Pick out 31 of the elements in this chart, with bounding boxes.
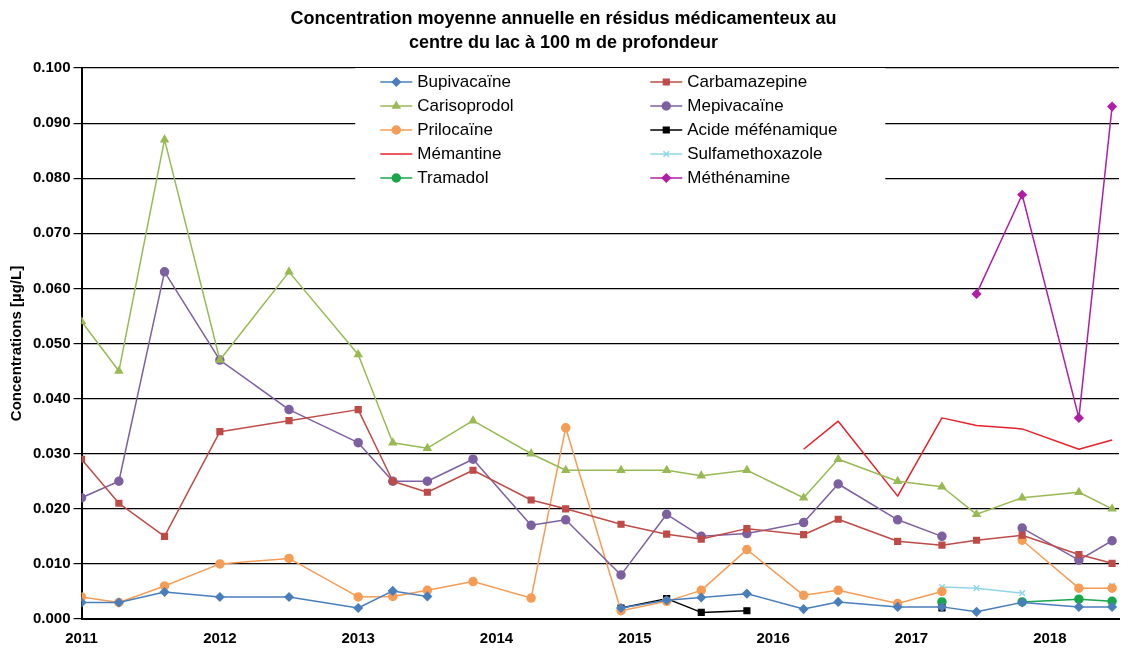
y-tick-label: 0.090 bbox=[32, 113, 71, 131]
y-axis-title: Concentrations [µg/L] bbox=[7, 265, 25, 422]
y-tick-label: 0.010 bbox=[32, 554, 71, 572]
x-tick-label: 2012 bbox=[203, 629, 237, 647]
legend-label: Sulfamethoxazole bbox=[687, 143, 823, 163]
legend-label: Tramadol bbox=[417, 167, 489, 187]
chart-title: Concentration moyenne annuelle en résidus médicamenteux au centre du lac à 100 m de profondeur bbox=[289, 7, 838, 54]
legend-label: Mémantine bbox=[417, 143, 502, 163]
legend-label: Bupivacaïne bbox=[417, 71, 511, 91]
x-tick-label: 2016 bbox=[756, 629, 790, 647]
y-tick-label: 0.070 bbox=[32, 223, 71, 241]
y-tick-label: 0.000 bbox=[32, 609, 71, 627]
x-tick-label: 2011 bbox=[65, 629, 98, 647]
y-tick-label: 0.030 bbox=[32, 443, 71, 461]
y-tick-label: 0.100 bbox=[32, 58, 71, 76]
legend-label: Acide méfénamique bbox=[687, 119, 838, 139]
x-tick-label: 2013 bbox=[341, 629, 375, 647]
y-tick-label: 0.080 bbox=[32, 168, 71, 186]
x-tick-label: 2017 bbox=[894, 629, 929, 647]
y-tick-label: 0.020 bbox=[32, 498, 71, 516]
legend-label: Carbamazepine bbox=[687, 71, 808, 91]
legend-label: Carisoprodol bbox=[417, 95, 514, 115]
legend-label: Méthénamine bbox=[687, 167, 791, 187]
y-tick-label: 0.050 bbox=[32, 333, 71, 351]
x-tick-label: 2014 bbox=[479, 629, 514, 647]
y-tick-label: 0.060 bbox=[32, 278, 71, 296]
legend-label: Prilocaïne bbox=[417, 119, 493, 139]
y-tick-label: 0.040 bbox=[32, 388, 71, 406]
x-tick-label: 2015 bbox=[618, 629, 652, 647]
x-tick-label: 2018 bbox=[1033, 629, 1067, 647]
legend-label: Mepivacaïne bbox=[687, 95, 784, 115]
